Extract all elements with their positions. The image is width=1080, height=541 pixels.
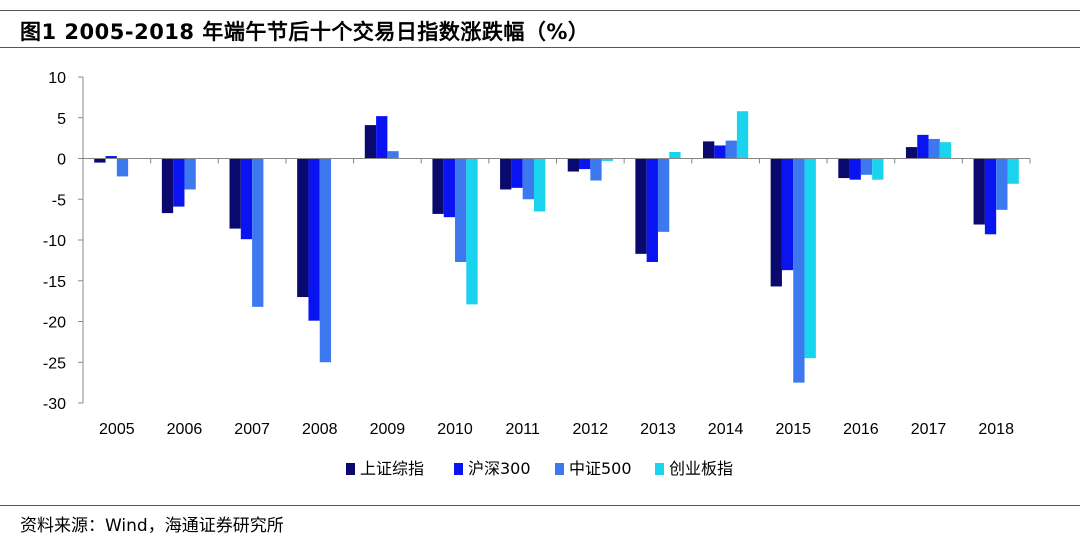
bar	[308, 158, 320, 321]
bar	[579, 158, 591, 170]
bar	[669, 151, 681, 159]
bar	[1007, 158, 1019, 184]
bar	[567, 158, 580, 172]
bar	[443, 158, 456, 218]
x-tick-label: 2011	[505, 421, 540, 438]
y-tick-label: -25	[43, 355, 66, 372]
bar	[455, 158, 467, 263]
bar	[781, 158, 794, 271]
y-tick-label: -30	[43, 396, 66, 413]
bar	[635, 158, 647, 254]
legend-swatch	[555, 463, 564, 475]
legend-swatch	[655, 463, 664, 475]
y-tick-label: -10	[43, 233, 66, 250]
footer-divider	[0, 505, 1080, 506]
bar	[387, 151, 399, 159]
bar	[184, 158, 196, 190]
y-tick-label: -15	[43, 274, 66, 291]
bar	[376, 116, 388, 159]
bar	[173, 158, 185, 207]
bar	[500, 158, 512, 190]
x-tick-label: 2007	[234, 421, 270, 438]
chart-title: 图1 2005-2018 年端午节后十个交易日指数涨跌幅（%）	[20, 20, 590, 44]
legend: 上证综指 沪深300 中证500 创业板指	[346, 459, 733, 478]
y-tick-label: -20	[43, 315, 66, 332]
bar	[917, 134, 929, 159]
bar	[849, 158, 861, 180]
bar	[319, 158, 332, 363]
x-tick-label: 2016	[843, 421, 879, 438]
bar	[770, 158, 782, 287]
bar	[928, 138, 940, 159]
bar	[533, 158, 546, 212]
x-tick-label: 2013	[640, 421, 676, 438]
x-tick-label: 2010	[437, 421, 473, 438]
x-tick-label: 2018	[978, 421, 1014, 438]
bar	[229, 158, 241, 229]
x-tick-label: 2017	[911, 421, 947, 438]
bar	[939, 142, 952, 159]
x-tick-label: 2008	[302, 421, 338, 438]
bar	[161, 158, 174, 214]
legend-label: 创业板指	[669, 459, 733, 478]
legend-swatch	[454, 463, 463, 475]
x-tick-label: 2005	[99, 421, 135, 438]
legend-label: 沪深300	[468, 459, 531, 478]
bar	[240, 158, 253, 240]
legend-label: 中证500	[569, 459, 632, 478]
title-bar: 图1 2005-2018 年端午节后十个交易日指数涨跌幅（%）	[0, 10, 1080, 48]
bar	[116, 158, 129, 177]
bar	[872, 158, 884, 180]
bar	[736, 111, 749, 159]
legend-label: 上证综指	[360, 459, 424, 478]
bar	[364, 125, 377, 159]
x-tick-label: 2006	[167, 421, 203, 438]
bar	[601, 158, 613, 161]
x-axis: 2005 2006 2007 2008 2009 2010 2011 2012 2013 2014…	[82, 158, 1031, 438]
bar	[793, 158, 805, 383]
bar	[252, 158, 264, 307]
bar	[725, 140, 737, 159]
bar	[297, 158, 309, 298]
y-tick-label: -5	[52, 192, 66, 209]
bar	[105, 156, 117, 159]
bar	[590, 158, 602, 181]
bar	[905, 147, 918, 159]
bar	[804, 158, 816, 359]
y-tick-label: 0	[57, 152, 66, 169]
bar	[860, 158, 873, 175]
bar	[657, 158, 670, 232]
y-axis: 10 5 0 -5 -10 -15 -20 -25 -30	[43, 70, 84, 413]
bar	[646, 158, 658, 263]
source-note: 资料来源：Wind，海通证券研究所	[20, 516, 284, 536]
bars-group	[94, 111, 1019, 383]
bar	[996, 158, 1008, 210]
x-tick-label: 2009	[370, 421, 406, 438]
x-tick-label: 2012	[573, 421, 609, 438]
y-tick-label: 10	[48, 70, 66, 87]
bar	[714, 145, 726, 159]
bar	[838, 158, 850, 179]
bar	[432, 158, 444, 214]
bar	[466, 158, 478, 305]
bar	[973, 158, 985, 225]
bar	[703, 141, 715, 159]
bar	[94, 158, 106, 163]
bar	[511, 158, 523, 188]
x-tick-label: 2014	[708, 421, 744, 438]
x-tick-label: 2015	[775, 421, 811, 438]
legend-swatch	[346, 463, 355, 475]
y-tick-label: 5	[57, 111, 66, 128]
bar	[984, 158, 997, 235]
bar	[522, 158, 534, 200]
